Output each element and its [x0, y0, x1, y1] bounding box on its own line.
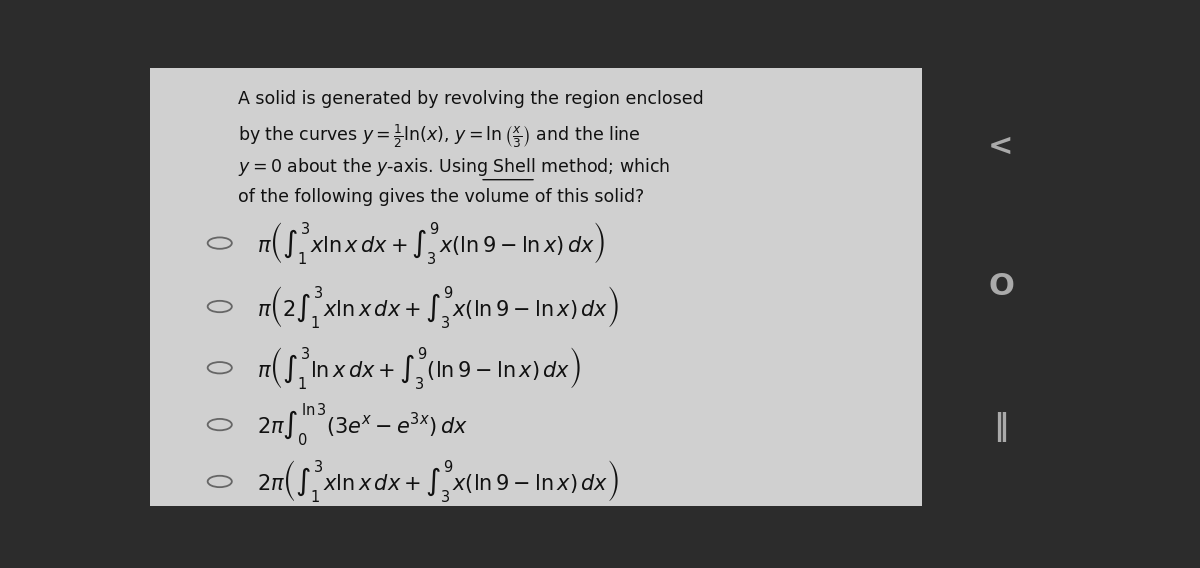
Text: $\pi\left(\int_{1}^{3} x\ln x\, dx + \int_{3}^{9} x(\ln 9 - \ln x)\, dx\right)$: $\pi\left(\int_{1}^{3} x\ln x\, dx + \in…	[257, 220, 606, 266]
Text: $y = 0$ about the $y$-axis. Using Shell method; which: $y = 0$ about the $y$-axis. Using Shell …	[239, 156, 671, 178]
Text: <: <	[989, 132, 1014, 161]
Text: by the curves $y = \frac{1}{2}\ln(x)$, $y = \ln\left(\frac{x}{3}\right)$ and the: by the curves $y = \frac{1}{2}\ln(x)$, $…	[239, 123, 641, 151]
Text: $2\pi\left(\int_{1}^{3} x\ln x\, dx + \int_{3}^{9} x(\ln 9 - \ln x)\, dx\right)$: $2\pi\left(\int_{1}^{3} x\ln x\, dx + \i…	[257, 458, 619, 504]
Text: $2\pi\int_{0}^{\ln 3} (3e^{x} - e^{3x})\, dx$: $2\pi\int_{0}^{\ln 3} (3e^{x} - e^{3x})\…	[257, 401, 468, 448]
Text: ‖: ‖	[994, 412, 1008, 442]
Text: $\pi\left(\int_{1}^{3} \ln x\, dx + \int_{3}^{9} (\ln 9 - \ln x)\, dx\right)$: $\pi\left(\int_{1}^{3} \ln x\, dx + \int…	[257, 345, 581, 391]
Text: A solid is generated by revolving the region enclosed: A solid is generated by revolving the re…	[239, 90, 704, 108]
FancyBboxPatch shape	[150, 68, 922, 506]
Text: $\pi\left(2\int_{1}^{3} x\ln x\, dx + \int_{3}^{9} x(\ln 9 - \ln x)\, dx\right)$: $\pi\left(2\int_{1}^{3} x\ln x\, dx + \i…	[257, 283, 619, 329]
Text: of the following gives the volume of this solid?: of the following gives the volume of thi…	[239, 189, 644, 206]
Text: O: O	[988, 272, 1014, 302]
